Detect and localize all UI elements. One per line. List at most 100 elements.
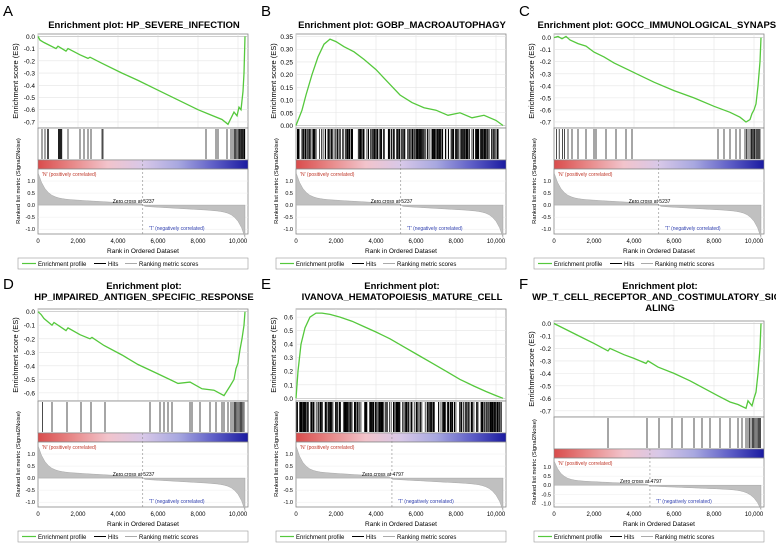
zero-cross-label: Zero cross at 5237	[629, 199, 671, 205]
hits-area	[553, 127, 765, 161]
xtick-label: 6,000	[408, 239, 424, 245]
chart-title: Enrichment plot: HP_SEVERE_INFECTION	[48, 20, 240, 31]
xlabel: Rank in Ordered Dataset	[623, 248, 695, 255]
xlabel: Rank in Ordered Dataset	[623, 521, 695, 528]
panel-e: E Enrichment plot:IVANOVA_HEMATOPOIESIS_M…	[261, 276, 507, 543]
es-ytick-label: 0.0	[542, 321, 551, 328]
negative-correlation-label: 'T' (negatively correlated)	[665, 226, 721, 232]
xtick-label: 6,000	[666, 512, 682, 518]
xlabel: Rank in Ordered Dataset	[365, 248, 437, 255]
metric-ytick-label: -1.0	[542, 227, 551, 233]
chart-title: Enrichment plot:	[106, 281, 181, 292]
es-ylabel: Enrichment score (ES)	[527, 43, 536, 119]
xtick-label: 0	[552, 239, 556, 245]
positive-correlation-label: 'N' (positively correlated)	[558, 461, 613, 467]
xtick-label: 4,000	[110, 239, 126, 245]
es-ytick-label: -0.4	[24, 363, 36, 370]
panel-d: D Enrichment plot:HP_IMPAIRED_ANTIGEN_SPE…	[3, 276, 254, 543]
es-ytick-label: -0.6	[24, 107, 36, 114]
metric-ytick-label: 0.5	[543, 474, 551, 480]
es-ytick-label: -0.5	[540, 95, 552, 102]
xtick-label: 2,000	[70, 512, 86, 518]
chart-title: Enrichment plot:	[622, 281, 697, 292]
metric-ytick-label: 0.5	[285, 464, 293, 470]
enrichment-profile-line	[295, 312, 504, 399]
panel-letter: C	[519, 3, 530, 20]
positive-correlation-label: 'N' (positively correlated)	[42, 445, 97, 451]
panel-c: C Enrichment plot: GOCC_IMMUNOLOGICAL_SYN…	[519, 3, 776, 270]
xtick-label: 0	[36, 239, 40, 245]
chart-title: Enrichment plot: GOCC_IMMUNOLOGICAL_SYNA…	[538, 20, 776, 31]
es-ylabel: Enrichment score (ES)	[527, 331, 536, 407]
xtick-label: 2,000	[586, 239, 602, 245]
ranking-metric-scores	[37, 172, 246, 238]
panel-letter: F	[519, 276, 528, 293]
es-ytick-label: 0.0	[284, 396, 293, 403]
legend-ranking-metric-scores: Ranking metric scores	[655, 535, 714, 541]
legend-ranking-metric-scores: Ranking metric scores	[139, 262, 198, 268]
xtick-label: 10,000	[745, 239, 764, 245]
metric-ytick-label: 0.0	[543, 483, 551, 489]
es-ytick-label: -0.7	[24, 119, 36, 126]
metric-ylabel: Ranked list metric (Signal2Noise)	[16, 138, 22, 224]
hits-group	[296, 402, 502, 432]
ranking-metric-scores	[295, 172, 504, 238]
legend-ranking-metric-scores: Ranking metric scores	[397, 262, 456, 268]
xlabel: Rank in Ordered Dataset	[365, 521, 437, 528]
es-plot-area	[37, 33, 249, 129]
legend-hits: Hits	[108, 262, 118, 268]
metric-ytick-label: -0.5	[284, 488, 293, 494]
xtick-label: 8,000	[190, 512, 206, 518]
legend-hits: Hits	[366, 535, 376, 541]
hits-group	[296, 129, 499, 159]
xtick-label: 2,000	[70, 239, 86, 245]
xtick-label: 0	[294, 512, 298, 518]
metric-ytick-label: -1.0	[26, 500, 35, 506]
legend-ranking-metric-scores: Ranking metric scores	[139, 535, 198, 541]
metric-ytick-label: 1.0	[285, 452, 293, 458]
chart-title: IVANOVA_HEMATOPOIESIS_MATURE_CELL	[302, 292, 503, 303]
legend-enrichment-profile: Enrichment profile	[296, 262, 345, 268]
xtick-label: 4,000	[368, 512, 384, 518]
panel-f: F Enrichment plot:WP_T_CELL_RECEPTOR_AND_…	[519, 276, 776, 543]
metric-ylabel: Ranked list metric (Signal2Noise)	[16, 411, 22, 497]
zero-cross-label: Zero cross at 4797	[620, 479, 662, 485]
metric-ytick-label: -0.5	[542, 492, 551, 498]
ranking-metric-scores	[553, 172, 762, 238]
xtick-label: 8,000	[706, 512, 722, 518]
metric-ytick-label: 1.0	[27, 179, 35, 185]
xtick-label: 2,000	[328, 239, 344, 245]
es-ytick-label: -0.4	[540, 83, 552, 90]
es-ytick-label: -0.3	[24, 71, 36, 78]
metric-ytick-label: 0.0	[285, 476, 293, 482]
metric-ytick-label: 0.5	[27, 464, 35, 470]
positive-correlation-label: 'N' (positively correlated)	[300, 172, 355, 178]
xtick-label: 8,000	[706, 239, 722, 245]
es-ytick-label: 0.05	[280, 110, 293, 117]
metric-ytick-label: 0.0	[27, 476, 35, 482]
zero-cross-label: Zero cross at 5237	[113, 199, 155, 205]
es-ytick-label: 0.2	[284, 369, 293, 376]
xtick-label: 6,000	[150, 239, 166, 245]
es-plot-area	[295, 308, 507, 402]
xtick-label: 8,000	[190, 239, 206, 245]
chart-title: WP_T_CELL_RECEPTOR_AND_COSTIMULATORY_SIG…	[532, 292, 776, 303]
xtick-label: 10,000	[487, 239, 506, 245]
es-ytick-label: -0.4	[540, 371, 552, 378]
metric-ylabel: Ranked list metric (Signal2Noise)	[274, 411, 280, 497]
negative-correlation-label: 'T' (negatively correlated)	[149, 226, 205, 232]
metric-ytick-label: 1.0	[285, 179, 293, 185]
es-ytick-label: 0.10	[280, 98, 293, 105]
es-ytick-label: 0.0	[542, 35, 551, 42]
es-ytick-label: -0.5	[24, 95, 36, 102]
es-ytick-label: -0.3	[540, 71, 552, 78]
metric-ytick-label: 1.0	[27, 452, 35, 458]
ranking-heat-bar	[295, 432, 507, 443]
es-ytick-label: 0.5	[284, 328, 293, 335]
positive-correlation-label: 'N' (positively correlated)	[42, 172, 97, 178]
es-ytick-label: 0.0	[26, 309, 35, 316]
es-ytick-label: 0.3	[284, 355, 293, 362]
xtick-label: 4,000	[368, 239, 384, 245]
xtick-label: 6,000	[666, 239, 682, 245]
es-ytick-label: -0.1	[540, 47, 552, 54]
